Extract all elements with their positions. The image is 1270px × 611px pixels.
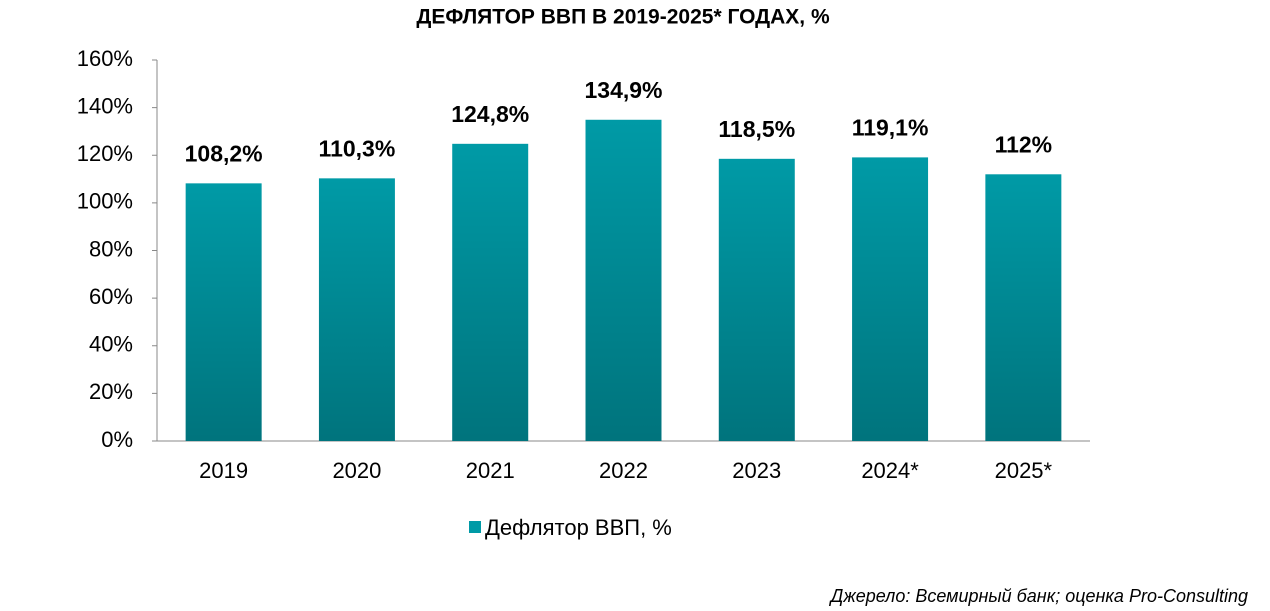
value-label: 112%	[995, 131, 1053, 157]
y-tick-label: 60%	[89, 284, 133, 309]
y-tick-label: 0%	[101, 427, 133, 452]
y-tick-label: 160%	[77, 46, 133, 71]
x-tick-label: 2025*	[995, 458, 1053, 483]
value-label: 134,9%	[584, 77, 662, 103]
bar-shade	[318, 178, 395, 441]
x-tick-label: 2021	[466, 458, 515, 483]
bar-shade	[452, 143, 529, 441]
y-tick-label: 20%	[89, 379, 133, 404]
value-label: 124,8%	[451, 101, 529, 127]
bar-shade	[585, 119, 662, 441]
y-tick-label: 120%	[77, 141, 133, 166]
legend-swatch	[469, 521, 481, 533]
y-tick-label: 140%	[77, 93, 133, 118]
bar-shade	[852, 157, 929, 441]
y-tick-label: 80%	[89, 236, 133, 261]
y-tick-label: 100%	[77, 189, 133, 214]
x-tick-label: 2023	[732, 458, 781, 483]
bar-shade	[985, 174, 1062, 442]
legend-label: Дефлятор ВВП, %	[485, 515, 672, 540]
x-tick-label: 2022	[599, 458, 648, 483]
value-label: 108,2%	[185, 140, 263, 166]
value-label: 119,1%	[852, 114, 929, 140]
bar-shade	[185, 183, 262, 441]
x-tick-label: 2024*	[861, 458, 919, 483]
y-tick-label: 40%	[89, 332, 133, 357]
bar-shade	[718, 158, 795, 441]
x-tick-label: 2019	[199, 458, 248, 483]
chart-title: ДЕФЛЯТОР ВВП В 2019-2025* ГОДАХ, %	[416, 6, 830, 29]
value-label: 118,5%	[718, 116, 795, 142]
x-tick-label: 2020	[332, 458, 381, 483]
source-note: Джерело: Всемирный банк; оценка Pro-Cons…	[829, 586, 1248, 606]
value-label: 110,3%	[319, 135, 396, 161]
